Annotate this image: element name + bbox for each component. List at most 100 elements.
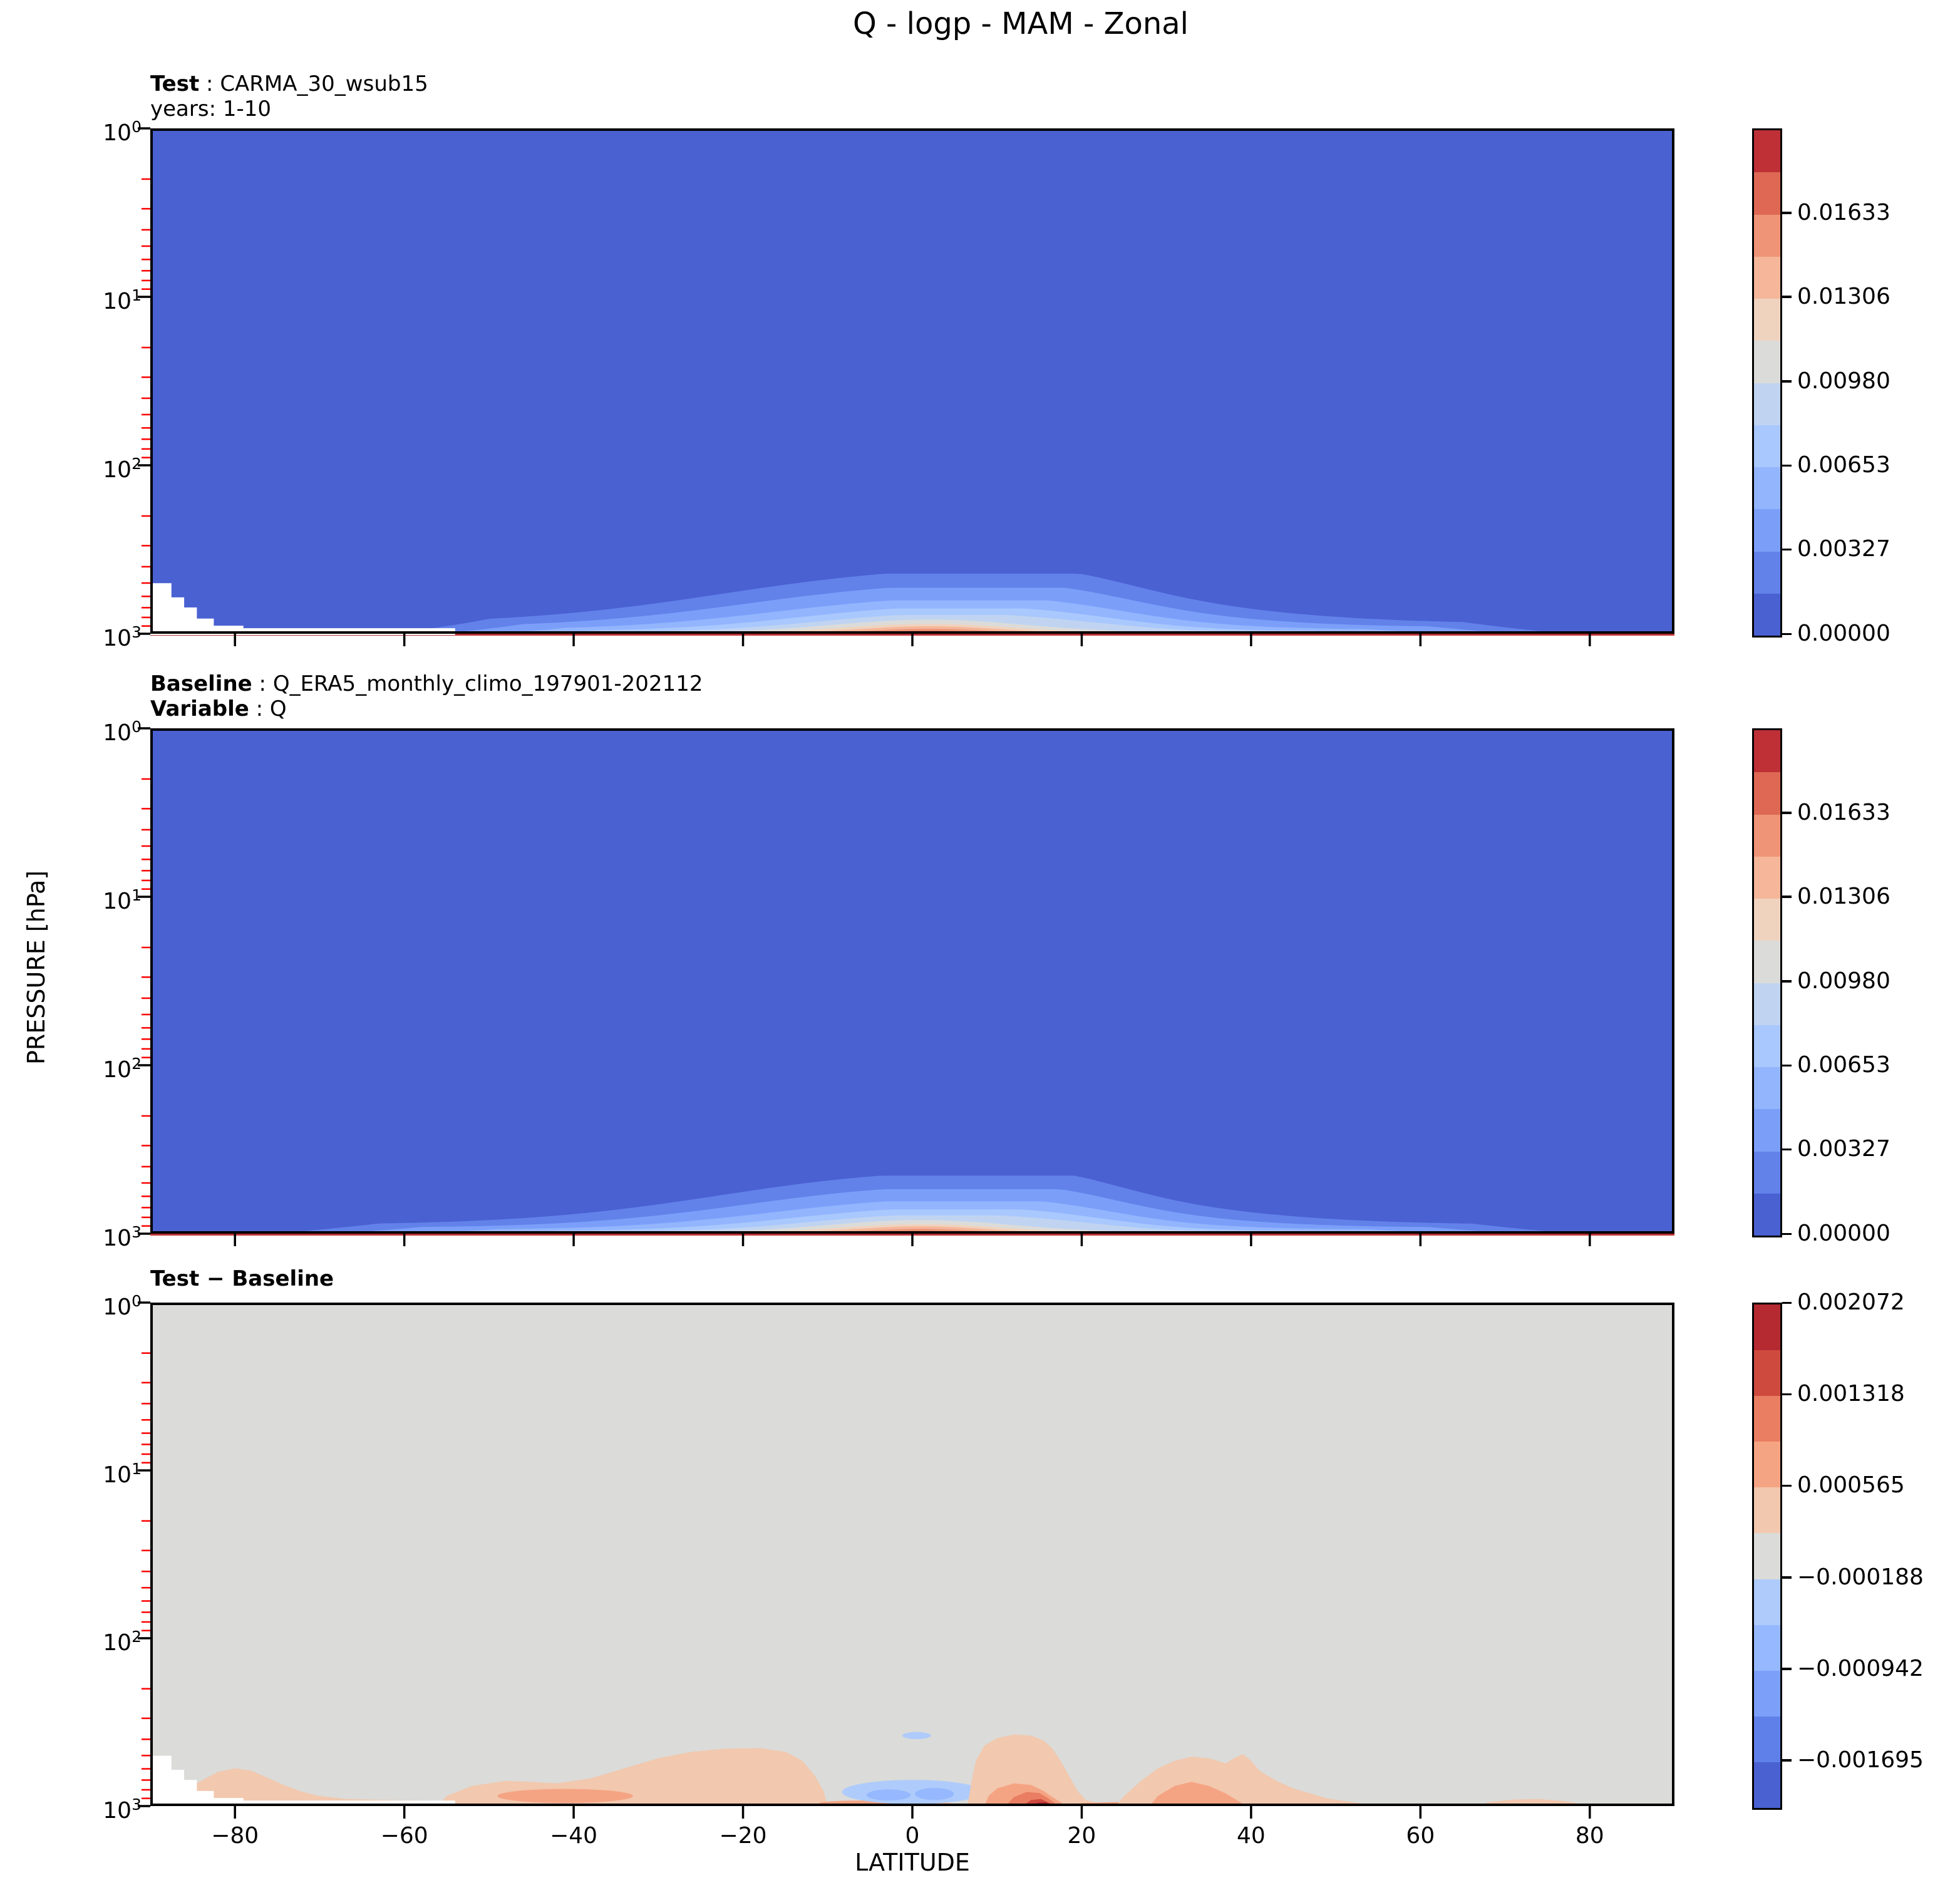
variable-annotation-line: Variable : Q	[150, 696, 703, 721]
baseline-panel-colorbar-segment-11	[1754, 730, 1780, 773]
colorbar-tick-label: −0.001695	[1797, 1747, 1924, 1773]
colorbar-tick	[1782, 1484, 1792, 1487]
colorbar-tick	[1782, 1759, 1792, 1762]
test-panel-terrain-cutout	[150, 583, 455, 635]
colorbar-tick	[1782, 632, 1792, 635]
test-panel-colorbar-segment-3	[1754, 467, 1780, 510]
test-panel-plot	[138, 127, 1674, 646]
colorbar-tick	[1782, 812, 1792, 814]
colorbar-tick-label: 0.00980	[1797, 368, 1890, 394]
y-tick-label: 101	[103, 1460, 142, 1488]
baseline-separator: :	[252, 671, 273, 696]
test-panel-colorbar-segment-10	[1754, 172, 1780, 215]
colorbar-tick-label: 0.00980	[1797, 968, 1890, 994]
y-tick-label: 102	[103, 1055, 142, 1083]
x-tick-label: −40	[550, 1823, 598, 1849]
baseline-panel-colorbar-segment-9	[1754, 814, 1780, 857]
test-annotation-line1: Test : CARMA_30_wsub15	[150, 71, 428, 96]
colorbar-tick-label: 0.00327	[1797, 536, 1890, 562]
baseline-panel-colorbar-segment-2	[1754, 1109, 1780, 1152]
diff-panel-colorbar-segment-9	[1754, 1350, 1780, 1397]
diff-panel-feature-8	[902, 1732, 931, 1739]
colorbar-tick-label: 0.00653	[1797, 452, 1890, 478]
x-tick-label: 0	[905, 1823, 920, 1849]
colorbar-tick-label: −0.000188	[1797, 1564, 1924, 1590]
baseline-value: Q_ERA5_monthly_climo_197901-202112	[272, 671, 703, 696]
y-tick-label: 101	[103, 886, 142, 914]
colorbar-tick-label: 0.00000	[1797, 621, 1890, 646]
y-tick-label: 102	[103, 455, 142, 483]
y-tick-label: 103	[103, 623, 142, 651]
diff-panel-colorbar-segment-5	[1754, 1533, 1780, 1579]
colorbar-tick	[1782, 1148, 1792, 1151]
diff-panel-spines	[150, 1303, 1674, 1806]
baseline-panel-colorbar-segment-8	[1754, 856, 1780, 899]
baseline-panel-spines	[150, 728, 1674, 1234]
diff-panel-terrain-cutout	[150, 1755, 455, 1807]
variable-separator: :	[249, 696, 270, 721]
colorbar-tick	[1782, 548, 1792, 551]
colorbar-tick	[1782, 1668, 1792, 1670]
baseline-panel-colorbar-segment-7	[1754, 899, 1780, 941]
diff-panel-colorbar-segment-6	[1754, 1487, 1780, 1534]
variable-value: Q	[269, 696, 287, 721]
colorbar-tick	[1782, 296, 1792, 298]
diff-panel-colorbar	[1752, 1303, 1782, 1810]
colorbar-tick-label: −0.000942	[1797, 1655, 1924, 1681]
x-tick-label: 20	[1067, 1823, 1096, 1849]
test-panel-colorbar-segment-0	[1754, 593, 1780, 636]
baseline-annotation: Baseline : Q_ERA5_monthly_climo_197901-2…	[150, 671, 703, 721]
test-panel-colorbar-segment-5	[1754, 383, 1780, 425]
baseline-panel-plot	[138, 727, 1674, 1246]
test-label: Test	[150, 71, 200, 96]
test-panel-colorbar-segment-1	[1754, 551, 1780, 594]
colorbar-tick	[1782, 464, 1792, 467]
y-tick-label: 101	[103, 286, 142, 314]
y-tick-label: 100	[103, 118, 142, 146]
diff-annotation: Test − Baseline	[150, 1266, 334, 1291]
diff-panel-background	[150, 1303, 1674, 1806]
y-tick-label: 103	[103, 1223, 142, 1251]
x-axis-title: LATITUDE	[855, 1849, 970, 1876]
colorbar-tick-label: 0.01306	[1797, 883, 1890, 909]
test-years: years: 1-10	[150, 96, 271, 121]
baseline-panel-colorbar-segment-5	[1754, 983, 1780, 1025]
test-annotation: Test : CARMA_30_wsub15 years: 1-10	[150, 71, 428, 121]
colorbar-tick	[1782, 212, 1792, 214]
colorbar-tick-label: 0.00327	[1797, 1136, 1890, 1162]
baseline-panel-colorbar-segment-4	[1754, 1025, 1780, 1068]
test-panel-background	[150, 128, 1674, 634]
colorbar-tick-label: 0.01633	[1797, 199, 1890, 225]
y-tick-label: 102	[103, 1628, 142, 1656]
colorbar-tick-label: 0.00653	[1797, 1052, 1890, 1078]
diff-panel-colorbar-segment-8	[1754, 1396, 1780, 1442]
diff-panel-colorbar-segment-10	[1754, 1304, 1780, 1351]
test-panel-colorbar-segment-6	[1754, 341, 1780, 383]
colorbar-tick-label: 0.01633	[1797, 799, 1890, 825]
diff-panel-colorbar-segment-2	[1754, 1670, 1780, 1717]
baseline-panel-colorbar-segment-0	[1754, 1193, 1780, 1236]
figure-title: Q - logp - MAM - Zonal	[852, 6, 1189, 41]
colorbar-tick	[1782, 1232, 1792, 1235]
colorbar-tick	[1782, 1393, 1792, 1396]
colorbar-tick-label: 0.001318	[1797, 1381, 1905, 1407]
colorbar-tick	[1782, 380, 1792, 383]
test-panel-colorbar-segment-8	[1754, 256, 1780, 299]
colorbar-tick	[1782, 1576, 1792, 1579]
test-panel-spines	[150, 128, 1674, 634]
y-axis-title: PRESSURE [hPa]	[23, 870, 50, 1065]
test-separator: :	[199, 71, 220, 96]
baseline-annotation-line1: Baseline : Q_ERA5_monthly_climo_197901-2…	[150, 671, 703, 696]
diff-panel-feature-5	[842, 1780, 983, 1804]
baseline-panel-colorbar-segment-6	[1754, 941, 1780, 983]
diff-label: Test − Baseline	[150, 1266, 334, 1291]
diff-panel-colorbar-segment-0	[1754, 1762, 1780, 1808]
variable-label: Variable	[150, 696, 249, 721]
diff-panel-feature-7	[915, 1788, 954, 1800]
test-panel-colorbar-segment-2	[1754, 509, 1780, 552]
colorbar-tick	[1782, 896, 1792, 898]
diff-panel-colorbar-segment-1	[1754, 1716, 1780, 1762]
baseline-panel-colorbar-segment-10	[1754, 772, 1780, 815]
x-tick-label: 80	[1575, 1823, 1604, 1849]
colorbar-tick	[1782, 1064, 1792, 1067]
